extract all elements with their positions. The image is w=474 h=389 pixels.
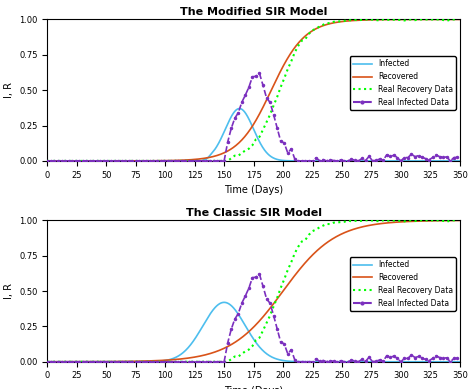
- X-axis label: Time (Days): Time (Days): [224, 185, 283, 195]
- Title: The Modified SIR Model: The Modified SIR Model: [180, 7, 327, 17]
- Y-axis label: I, R: I, R: [4, 283, 14, 299]
- Title: The Classic SIR Model: The Classic SIR Model: [186, 208, 321, 218]
- Legend: Infected, Recovered, Real Recovery Data, Real Infected Data: Infected, Recovered, Real Recovery Data,…: [349, 257, 456, 311]
- X-axis label: Time (Days): Time (Days): [224, 386, 283, 389]
- Y-axis label: I, R: I, R: [4, 82, 14, 98]
- Legend: Infected, Recovered, Real Recovery Data, Real Infected Data: Infected, Recovered, Real Recovery Data,…: [349, 56, 456, 110]
